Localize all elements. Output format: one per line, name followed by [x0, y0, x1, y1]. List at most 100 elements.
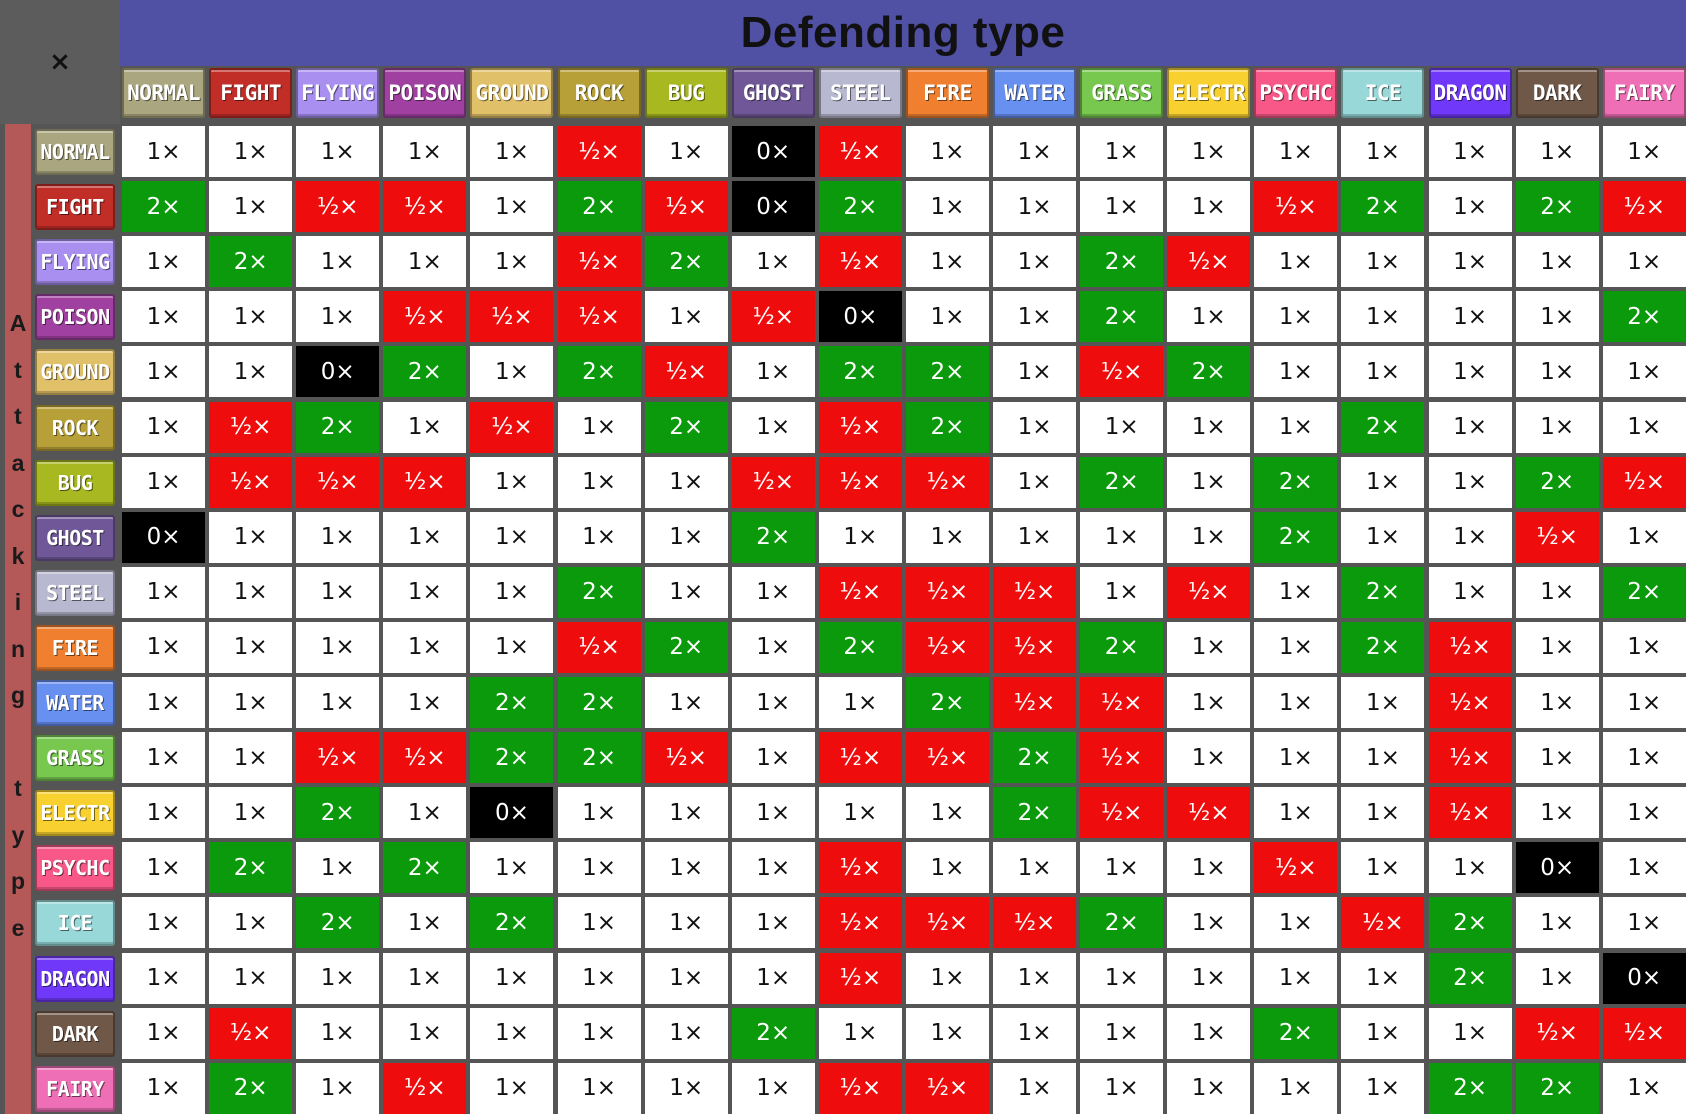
effectiveness-cell: 1× [470, 566, 554, 618]
effectiveness-cell: ½× [818, 732, 902, 784]
effectiveness-cell: 1× [905, 842, 989, 894]
effectiveness-cell: 2× [1428, 952, 1512, 1004]
effectiveness-cell: 1× [557, 952, 641, 1004]
effectiveness-cell: 2× [905, 346, 989, 398]
effectiveness-cell: 0× [296, 346, 380, 398]
attacking-type-ghost: GHOST [35, 514, 115, 561]
effectiveness-cell: 2× [209, 1062, 293, 1114]
effectiveness-cell: 1× [1602, 1062, 1686, 1114]
effectiveness-cell: ½× [557, 236, 641, 288]
effectiveness-cell: ½× [1515, 511, 1599, 563]
effectiveness-cell: ½× [1602, 181, 1686, 233]
defending-type-fairy: FAIRY [1602, 68, 1686, 118]
effectiveness-cell: ½× [1428, 787, 1512, 839]
effectiveness-cell: 2× [731, 1007, 815, 1059]
effectiveness-cell: 1× [1602, 897, 1686, 949]
effectiveness-cell: 1× [209, 952, 293, 1004]
attacking-label-letter: t [14, 775, 22, 801]
effectiveness-cell: 2× [383, 842, 467, 894]
defending-type-psychc: PSYCHC [1254, 68, 1338, 118]
effectiveness-cell: 2× [557, 677, 641, 729]
effectiveness-cell: 1× [1341, 456, 1425, 508]
effectiveness-cell: 1× [122, 456, 206, 508]
effectiveness-cell: 2× [1080, 291, 1164, 343]
effectiveness-cell: 1× [122, 732, 206, 784]
effectiveness-cell: 1× [1167, 456, 1251, 508]
effectiveness-cell: ½× [644, 346, 728, 398]
effectiveness-cell: 1× [993, 952, 1077, 1004]
attacking-label-letter: t [14, 356, 22, 383]
effectiveness-cell: 1× [383, 1007, 467, 1059]
effectiveness-cell: 2× [1167, 346, 1251, 398]
effectiveness-cell: 1× [731, 952, 815, 1004]
defending-type-electr: ELECTR [1167, 68, 1251, 118]
effectiveness-cell: 1× [1254, 401, 1338, 453]
attacking-label-letter: A [9, 310, 27, 336]
effectiveness-cell: 1× [993, 291, 1077, 343]
effectiveness-cell: ½× [905, 566, 989, 618]
effectiveness-cell: 1× [1341, 346, 1425, 398]
effectiveness-cell: 1× [644, 952, 728, 1004]
effectiveness-cell: 2× [1341, 181, 1425, 233]
effectiveness-cell: 1× [1254, 732, 1338, 784]
effectiveness-cell: 1× [1080, 1062, 1164, 1114]
effectiveness-cell: 1× [209, 732, 293, 784]
effectiveness-cell: 1× [1428, 291, 1512, 343]
effectiveness-cell: 1× [296, 952, 380, 1004]
effectiveness-cell: 0× [818, 291, 902, 343]
effectiveness-cell: 1× [1167, 952, 1251, 1004]
effectiveness-cell: ½× [383, 181, 467, 233]
effectiveness-cell: 2× [993, 732, 1077, 784]
effectiveness-cell: ½× [905, 456, 989, 508]
effectiveness-cell: 1× [731, 236, 815, 288]
effectiveness-cell: ½× [905, 621, 989, 673]
defending-type-dark: DARK [1515, 68, 1599, 118]
effectiveness-cell: 1× [1602, 126, 1686, 178]
attacking-label-letter: y [11, 821, 25, 848]
effectiveness-cell: ½× [383, 456, 467, 508]
effectiveness-cell: 1× [1428, 346, 1512, 398]
defending-type-normal: NORMAL [122, 68, 206, 118]
effectiveness-cell: 2× [470, 677, 554, 729]
effectiveness-cell: 1× [122, 897, 206, 949]
effectiveness-cell: 1× [296, 1062, 380, 1114]
effectiveness-cell: 1× [557, 787, 641, 839]
attacking-type-grass: GRASS [35, 735, 115, 782]
effectiveness-cell: 1× [905, 126, 989, 178]
effectiveness-cell: ½× [993, 677, 1077, 729]
effectiveness-cell: 1× [1602, 621, 1686, 673]
attacking-type-fire: FIRE [35, 624, 115, 671]
effectiveness-cell: 1× [644, 842, 728, 894]
effectiveness-cell: ½× [1167, 236, 1251, 288]
close-icon[interactable]: × [0, 0, 120, 124]
defending-type-poison: POISON [383, 68, 467, 118]
effectiveness-cell: 1× [1080, 566, 1164, 618]
effectiveness-cell: 1× [993, 401, 1077, 453]
defending-type-grass: GRASS [1080, 68, 1164, 118]
effectiveness-cell: 2× [209, 236, 293, 288]
effectiveness-cell: 1× [905, 787, 989, 839]
effectiveness-cell: 1× [122, 1062, 206, 1114]
effectiveness-cell: 1× [470, 621, 554, 673]
effectiveness-cell: 1× [122, 952, 206, 1004]
effectiveness-cell: 1× [1602, 787, 1686, 839]
effectiveness-cell: 1× [296, 677, 380, 729]
effectiveness-cell: 1× [644, 1007, 728, 1059]
effectiveness-cell: ½× [1080, 677, 1164, 729]
effectiveness-cell: 1× [1515, 236, 1599, 288]
effectiveness-cell: 1× [731, 1062, 815, 1114]
effectiveness-cell: ½× [1254, 181, 1338, 233]
effectiveness-cell: 1× [1428, 181, 1512, 233]
effectiveness-cell: ½× [1167, 787, 1251, 839]
effectiveness-cell: 1× [122, 236, 206, 288]
effectiveness-cell: 1× [818, 677, 902, 729]
effectiveness-cell: 1× [644, 787, 728, 839]
effectiveness-cell: 1× [1341, 1062, 1425, 1114]
effectiveness-cell: 0× [470, 787, 554, 839]
effectiveness-cell: 1× [905, 291, 989, 343]
effectiveness-cell: 2× [905, 401, 989, 453]
effectiveness-cell: 1× [122, 346, 206, 398]
attacking-label-letter: t [14, 403, 22, 429]
effectiveness-cell: 1× [905, 1007, 989, 1059]
